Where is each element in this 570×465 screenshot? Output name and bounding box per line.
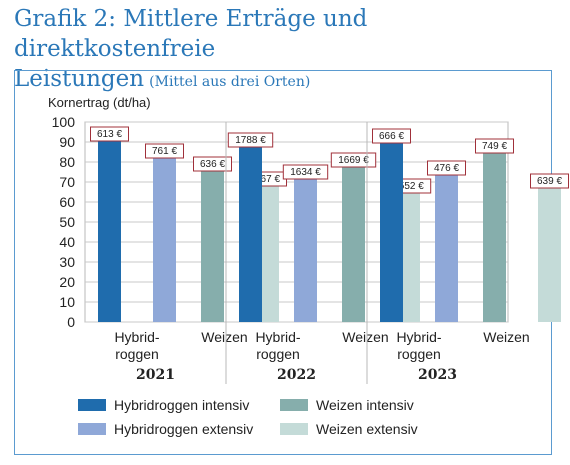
y-tick-label: 80	[59, 154, 75, 170]
x-category-label: Weizen	[483, 329, 529, 345]
legend-swatch	[280, 423, 308, 435]
y-tick-label: 20	[59, 274, 75, 290]
x-category-label: Hybrid-	[396, 329, 441, 345]
x-category-label: roggen	[256, 346, 300, 362]
data-label-box	[145, 143, 184, 159]
data-label: 1552 €	[393, 181, 424, 192]
data-label-box	[90, 126, 129, 142]
chart-title: Grafik 2: Mittlere Erträge und direktkos…	[14, 4, 559, 97]
y-tick-label: 90	[59, 134, 75, 150]
x-category-label: Hybrid-	[114, 329, 159, 345]
legend-label: Weizen extensiv	[316, 421, 418, 437]
bar	[435, 173, 458, 322]
data-label-box	[193, 156, 232, 172]
legend-label: Hybridroggen extensiv	[114, 421, 254, 437]
data-label: 636 €	[200, 159, 225, 170]
data-label: 639 €	[537, 176, 562, 187]
x-year-label: 2021	[136, 367, 175, 383]
data-label-box	[427, 160, 466, 176]
y-tick-label: 70	[59, 174, 75, 190]
data-label: 749 €	[482, 141, 507, 152]
data-label: 761 €	[152, 146, 177, 157]
data-label: 1634 €	[290, 167, 321, 178]
legend-swatch	[78, 423, 106, 435]
bar	[98, 139, 121, 322]
data-label-box	[330, 152, 377, 168]
bar	[201, 169, 224, 322]
chart-subtitle: (Mittel aus drei Orten)	[149, 74, 311, 90]
data-label: 476 €	[434, 163, 459, 174]
title-line-1: Grafik 2: Mittlere Erträge und direktkos…	[14, 6, 368, 62]
x-year-label: 2022	[277, 367, 316, 383]
y-tick-label: 30	[59, 254, 75, 270]
bar	[342, 165, 365, 322]
legend-label: Hybridroggen intensiv	[114, 397, 250, 413]
data-label-box	[530, 173, 569, 189]
data-label: 767 €	[255, 174, 280, 185]
data-label-box	[227, 132, 274, 148]
x-category-label: Hybrid-	[255, 329, 300, 345]
data-label-box	[282, 164, 329, 180]
y-tick-label: 60	[59, 194, 75, 210]
bar	[538, 186, 561, 322]
y-tick-label: 50	[59, 214, 75, 230]
data-label: 1788 €	[235, 135, 266, 146]
y-tick-label: 10	[59, 294, 75, 310]
x-category-label: Weizen	[201, 329, 247, 345]
bar	[239, 145, 262, 322]
x-category-label: Weizen	[342, 329, 388, 345]
y-tick-label: 0	[67, 314, 75, 330]
data-label: 613 €	[97, 129, 122, 140]
x-category-label: roggen	[115, 346, 159, 362]
x-category-label: roggen	[397, 346, 441, 362]
data-label-box	[372, 128, 411, 144]
y-tick-label: 40	[59, 234, 75, 250]
legend-label: Weizen intensiv	[316, 397, 414, 413]
bar	[380, 141, 403, 322]
x-year-label: 2023	[418, 367, 457, 383]
legend-swatch	[280, 399, 308, 411]
y-axis-label: Kornertrag (dt/ha)	[48, 95, 151, 110]
bar	[153, 156, 176, 322]
legend-swatch	[78, 399, 106, 411]
y-tick-label: 100	[52, 114, 76, 130]
data-label: 666 €	[379, 131, 404, 142]
data-label: 1669 €	[338, 155, 369, 166]
bar	[483, 151, 506, 322]
bar	[294, 177, 317, 322]
data-label-box	[475, 138, 514, 154]
